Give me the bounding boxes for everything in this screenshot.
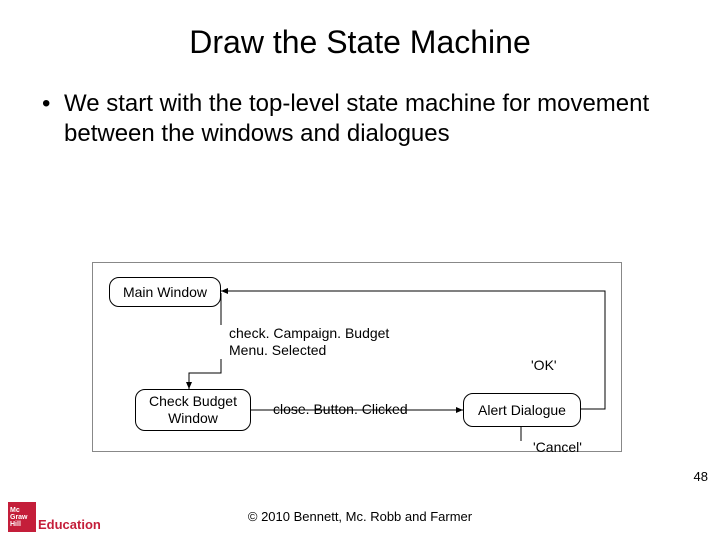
bullet-list: We start with the top-level state machin… <box>0 61 720 149</box>
state-check-budget-window: Check Budget Window <box>135 389 251 431</box>
edge-label-close-button: close. Button. Clicked <box>273 401 408 418</box>
page-number: 48 <box>694 469 708 484</box>
slide-title: Draw the State Machine <box>0 0 720 61</box>
edge-label-check-campaign: check. Campaign. Budget Menu. Selected <box>229 325 389 359</box>
logo-word: Education <box>38 517 101 532</box>
copyright-text: © 2010 Bennett, Mc. Robb and Farmer <box>0 509 720 524</box>
state-alert-dialogue: Alert Dialogue <box>463 393 581 427</box>
state-main-window: Main Window <box>109 277 221 307</box>
publisher-logo: Mc Graw Hill Education <box>8 502 101 532</box>
state-diagram: Main Window Check Budget Window Alert Di… <box>92 262 622 452</box>
mcgraw-hill-icon: Mc Graw Hill <box>8 502 36 532</box>
bullet-item: We start with the top-level state machin… <box>40 89 680 149</box>
edge-label-cancel: 'Cancel' <box>533 439 582 456</box>
edge-label-ok: 'OK' <box>531 357 557 374</box>
